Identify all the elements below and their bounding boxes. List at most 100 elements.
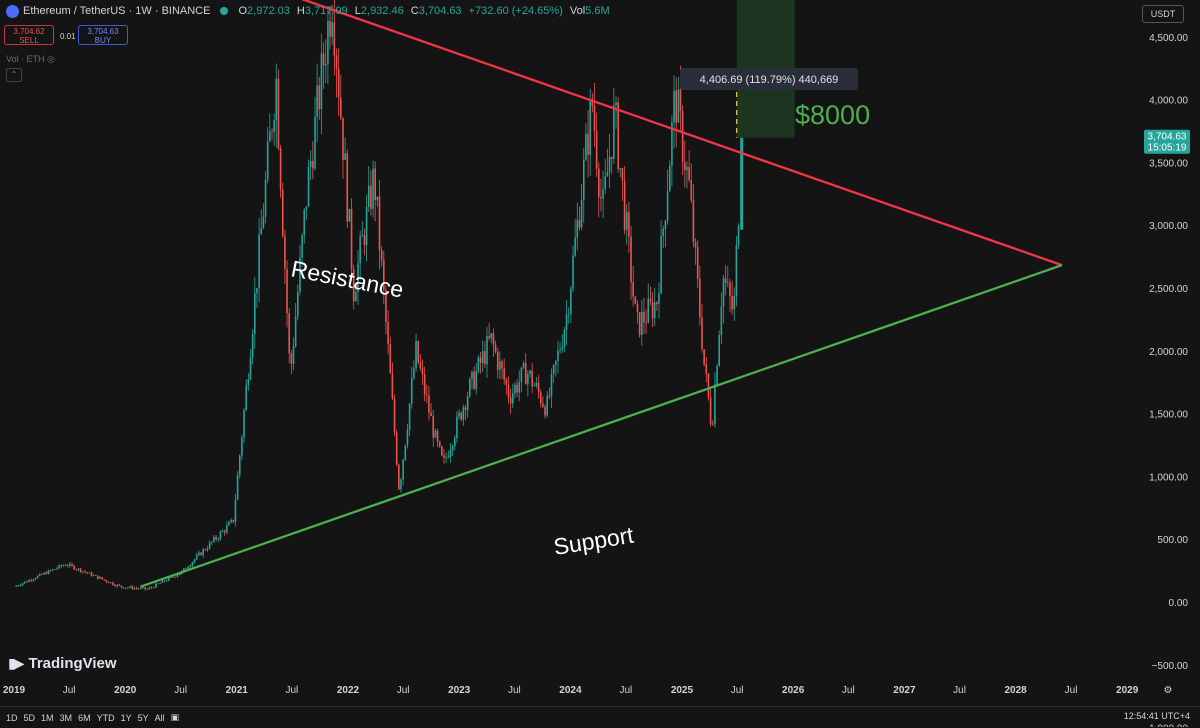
candle-body	[142, 587, 144, 589]
candle-body	[331, 22, 333, 37]
candle-body	[88, 572, 91, 574]
candle-body	[198, 552, 200, 556]
candle-body	[522, 363, 525, 368]
candle-body	[533, 385, 536, 387]
candle-body	[548, 395, 551, 397]
candle-body	[464, 407, 467, 410]
volume-indicator-label[interactable]: Vol · ETH ◎	[6, 54, 55, 64]
candle-body	[475, 371, 478, 389]
candle-body	[395, 432, 398, 465]
candle-body	[634, 296, 637, 304]
candle-body	[473, 371, 475, 389]
x-tick-label: Jul	[508, 685, 521, 696]
candle-body	[312, 160, 314, 169]
candle-body	[275, 78, 278, 121]
candle-body	[320, 53, 323, 109]
candle-body	[45, 572, 48, 575]
candle-body	[314, 116, 316, 169]
last-price-tag	[1144, 129, 1190, 154]
candle-body	[189, 565, 192, 568]
sell-button[interactable]: 3,704.62 SELL	[4, 25, 54, 45]
candle-body	[223, 530, 226, 533]
candle-body	[677, 89, 680, 123]
spread-value: 0.01	[60, 32, 76, 41]
candle-body	[552, 365, 555, 374]
candle-body	[26, 581, 28, 583]
calendar-icon[interactable]: ▣	[170, 712, 180, 722]
candle-body	[273, 120, 275, 132]
range-6m[interactable]: 6M	[78, 712, 91, 723]
tradingview-icon: ▮▶	[8, 655, 25, 671]
candle-body	[632, 282, 634, 297]
candle-body	[309, 160, 312, 168]
x-tick-label: 2025	[671, 685, 694, 696]
range-5y[interactable]: 5Y	[137, 712, 149, 723]
candle-body	[66, 565, 69, 567]
market-status-dot	[220, 7, 229, 15]
candle-body	[316, 85, 318, 117]
candle-body	[561, 347, 564, 350]
candle-body	[155, 583, 157, 588]
candle-body	[297, 291, 299, 317]
candle-body	[264, 179, 267, 217]
candle-body	[79, 568, 82, 573]
y-tick-label: 2,500.00	[1149, 284, 1188, 295]
candle-body	[668, 165, 671, 192]
collapse-chevron-icon[interactable]: ⌃	[6, 68, 22, 82]
range-1d[interactable]: 1D	[6, 712, 18, 723]
candle-body	[303, 209, 306, 236]
candle-body	[94, 575, 97, 576]
candle-body	[322, 53, 325, 66]
candle-body	[75, 569, 78, 571]
candle-body	[589, 98, 591, 155]
candle-body	[600, 196, 602, 199]
candle-body	[610, 156, 613, 159]
candle-body	[361, 235, 364, 237]
candle-body	[737, 225, 740, 246]
range-all[interactable]: All	[154, 712, 165, 723]
range-3m[interactable]: 3M	[59, 712, 73, 723]
candle-body	[572, 255, 574, 289]
candle-body	[299, 257, 301, 292]
candle-body	[217, 538, 220, 540]
currency-selector[interactable]: USDT	[1142, 5, 1184, 23]
candle-body	[84, 571, 86, 573]
candle-body	[367, 185, 370, 207]
x-tick-label: Jul	[953, 685, 966, 696]
x-tick-label: 2019	[3, 685, 26, 696]
ohlc-values: O2,972.03 H3,717.99 L2,932.46 C3,704.63 …	[238, 5, 610, 17]
candle-body	[19, 585, 22, 586]
candle-body	[711, 423, 714, 425]
candle-body	[443, 455, 445, 458]
candle-body	[415, 341, 417, 369]
candle-body	[641, 311, 643, 335]
candle-body	[176, 575, 179, 577]
candle-body	[208, 542, 211, 549]
candle-body	[417, 341, 419, 363]
buy-button[interactable]: 3,704.63 BUY	[78, 25, 128, 45]
range-5d[interactable]: 5D	[23, 712, 36, 723]
candle-body	[490, 333, 493, 339]
range-1y[interactable]: 1Y	[120, 712, 132, 723]
candle-body	[625, 211, 628, 230]
candle-body	[69, 563, 71, 566]
candle-body	[254, 292, 256, 334]
range-1m[interactable]: 1M	[41, 712, 54, 723]
range-ytd[interactable]: YTD	[96, 712, 115, 723]
candle-body	[591, 98, 594, 107]
candle-body	[58, 565, 60, 569]
candle-body	[131, 586, 134, 589]
candle-body	[679, 89, 682, 112]
candle-body	[705, 364, 708, 374]
candle-body	[404, 445, 407, 460]
candle-body	[47, 570, 50, 575]
candle-body	[643, 311, 645, 323]
candle-body	[492, 333, 495, 345]
candle-body	[385, 289, 387, 322]
candle-body	[445, 456, 447, 458]
symbol-header: Ethereum / TetherUS · 1W · BINANCE O2,97…	[0, 0, 614, 22]
candle-body	[587, 133, 589, 155]
utc-clock[interactable]: 12:54:41 UTC+4	[1123, 711, 1190, 721]
symbol-title[interactable]: Ethereum / TetherUS · 1W · BINANCE	[23, 5, 211, 17]
